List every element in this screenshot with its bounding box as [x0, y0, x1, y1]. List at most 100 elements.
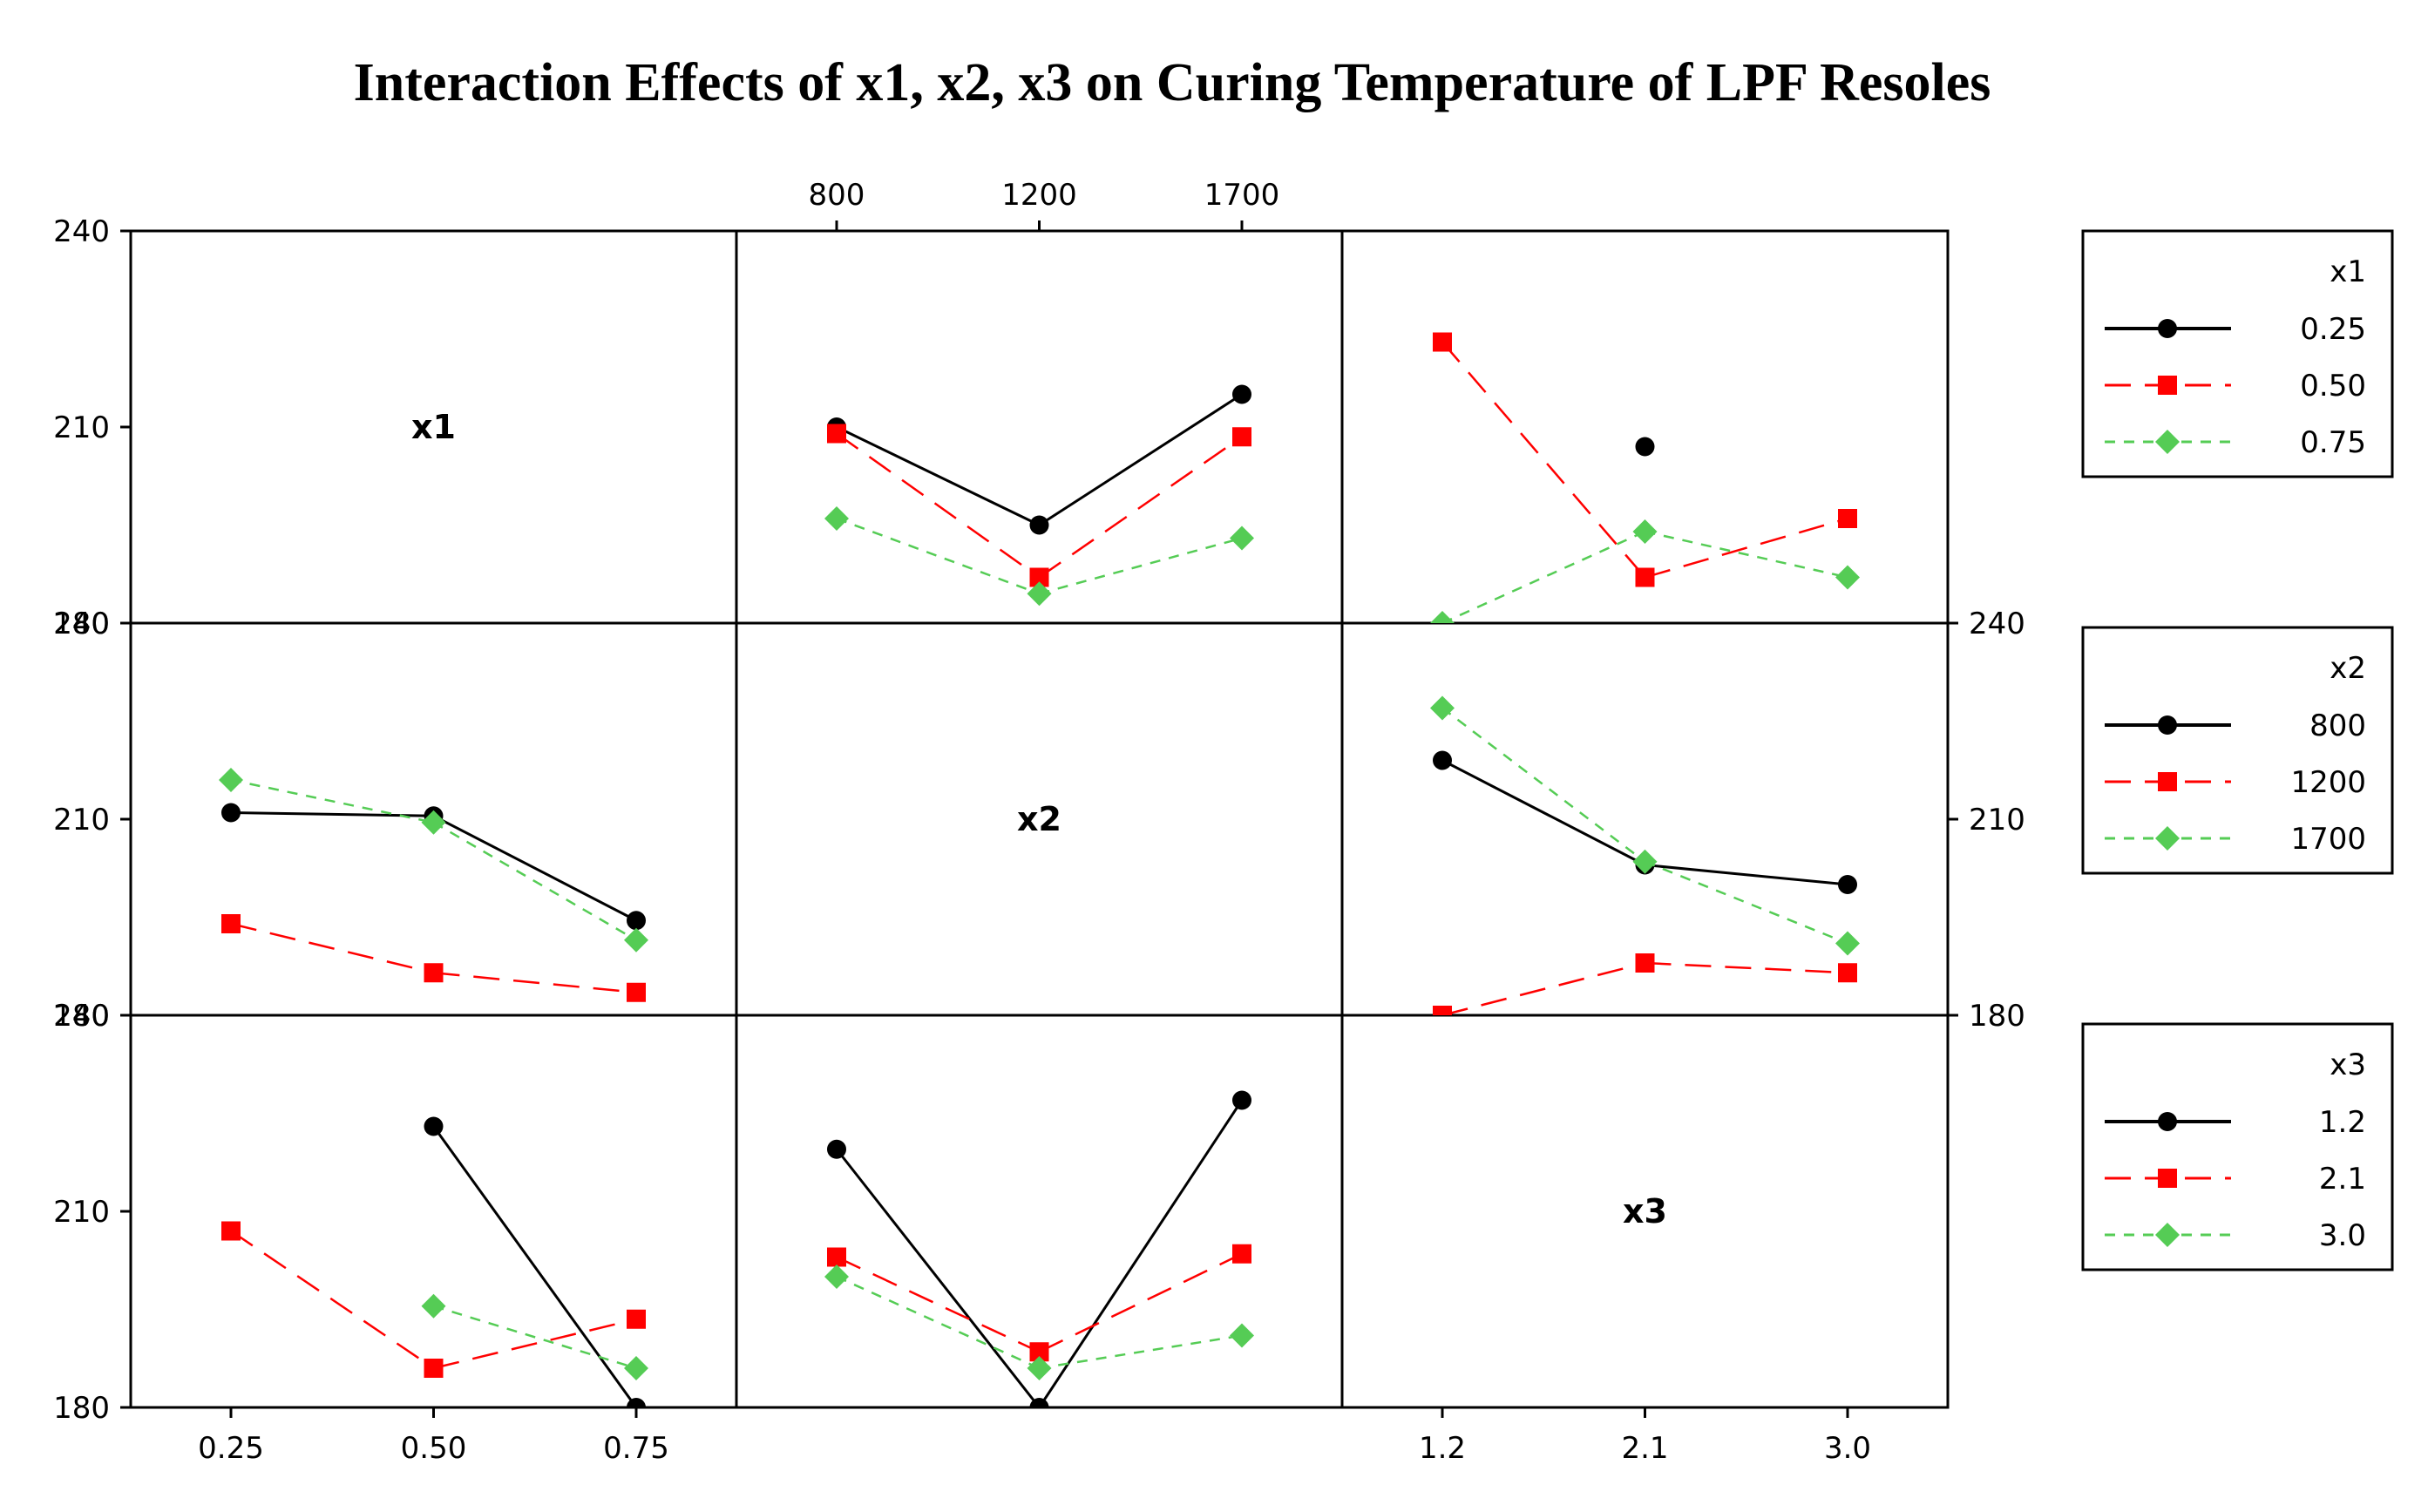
data-point-800	[221, 803, 241, 823]
data-point-0.75	[1632, 519, 1658, 544]
legend-label: 0.25	[2300, 312, 2366, 347]
legend-label: 0.75	[2300, 425, 2366, 460]
data-point-3.0	[1230, 1323, 1254, 1348]
data-point-0.75	[1027, 581, 1052, 607]
data-point-0.75	[1230, 525, 1254, 551]
series-line-1700	[1441, 707, 1646, 863]
legend-x2: x2 800 1200 1700	[2081, 626, 2394, 875]
data-point-0.50	[827, 424, 846, 444]
series-line-800	[1441, 759, 1646, 866]
series-line-1700	[1645, 860, 1848, 945]
data-point-3.0	[624, 1356, 648, 1380]
legend-marker	[2158, 715, 2177, 735]
legend-label: 1700	[2290, 822, 2366, 857]
data-point-2.1	[1232, 1244, 1251, 1264]
x-tick-label: 0.75	[603, 1431, 669, 1466]
y-tick-label: 210	[53, 803, 110, 837]
y-tick-label: 180	[53, 607, 110, 641]
series-line-0.75	[1645, 530, 1848, 579]
data-point-0.75	[824, 506, 849, 531]
data-point-3.0	[421, 1293, 446, 1319]
y-tick-label: 210	[53, 410, 110, 445]
series-line-1200	[1645, 961, 1848, 974]
data-point-1200	[1838, 963, 1857, 983]
data-point-800	[627, 911, 646, 931]
y-tick-label: 180	[1969, 999, 2025, 1034]
data-point-0.25	[1232, 384, 1251, 404]
legend-marker	[2158, 1169, 2177, 1188]
y-tick-label: 210	[53, 1195, 110, 1230]
legend-title: x3	[2330, 1048, 2366, 1082]
series-line-3.0	[836, 1275, 1041, 1370]
legend-box	[2081, 626, 2394, 875]
legend-marker	[2155, 826, 2180, 851]
data-point-1700	[219, 768, 243, 792]
series-line-2.1	[836, 1256, 1041, 1353]
data-point-0.75	[1430, 611, 1455, 623]
y-tick-label: 180	[53, 1391, 110, 1426]
x-tick-label: 1.2	[1419, 1431, 1466, 1466]
panel-x2-by-x1	[824, 384, 1254, 607]
factor-label-x1: x1	[411, 408, 456, 446]
data-point-1700	[1632, 849, 1658, 874]
legend-marker	[2155, 1223, 2180, 1247]
panel-x3-by-x2	[1430, 695, 1860, 1015]
legend-label: 3.0	[2319, 1218, 2366, 1253]
data-point-1.2	[424, 1116, 444, 1136]
x-tick-label: 1700	[1204, 178, 1280, 213]
series-line-0.75	[1039, 537, 1243, 595]
data-point-2.1	[221, 1221, 241, 1241]
legend-label: 800	[2309, 709, 2366, 743]
series-line-1200	[1441, 961, 1645, 1015]
factor-label-x3: x3	[1623, 1192, 1667, 1231]
series-line-0.50	[1441, 341, 1646, 579]
data-point-2.1	[1029, 1342, 1049, 1362]
data-point-0.25	[1635, 437, 1655, 457]
data-point-0.75	[1835, 565, 1860, 590]
data-point-0.50	[1029, 567, 1049, 587]
x-tick-label: 0.50	[401, 1431, 467, 1466]
data-point-1700	[1430, 695, 1455, 721]
data-point-2.1	[827, 1247, 846, 1267]
series-line-1.2	[835, 1148, 1041, 1407]
data-point-1700	[421, 810, 446, 835]
series-line-2.1	[230, 1230, 435, 1370]
data-point-1.2	[827, 1139, 846, 1159]
series-line-1.2	[432, 1125, 638, 1407]
series-line-800	[1645, 864, 1848, 886]
series-line-1.2	[1038, 1099, 1244, 1407]
data-point-1700	[1835, 931, 1860, 956]
data-point-2.1	[627, 1309, 646, 1329]
y-tick-label: 240	[53, 999, 110, 1034]
data-point-0.25	[1029, 515, 1049, 535]
data-point-1200	[627, 982, 646, 1002]
series-line-0.25	[836, 425, 1041, 526]
legend-label: 1200	[2290, 765, 2366, 800]
y-tick-label: 240	[53, 214, 110, 249]
legend-marker	[2158, 376, 2177, 395]
data-point-3.0	[1027, 1356, 1052, 1380]
series-line-3.0	[1039, 1334, 1243, 1370]
data-point-2.1	[424, 1359, 444, 1378]
series-line-0.50	[1038, 436, 1243, 579]
legend-label: 1.2	[2319, 1105, 2366, 1140]
x-tick-label: 0.25	[198, 1431, 264, 1466]
legend-marker	[2158, 319, 2177, 338]
data-point-0.50	[1232, 427, 1251, 447]
y-tick-label: 240	[1969, 607, 2025, 641]
legend-label: 0.50	[2300, 369, 2366, 403]
y-tick-label: 240	[53, 607, 110, 641]
series-line-0.50	[1645, 517, 1848, 579]
legend-x1: x1 0.25 0.50 0.75	[2081, 229, 2394, 478]
legend-marker	[2158, 1112, 2177, 1131]
series-line-800	[432, 814, 637, 922]
legend-box	[2081, 229, 2394, 478]
data-point-1.2	[1029, 1398, 1049, 1407]
series-line-2.1	[1038, 1252, 1243, 1353]
legend-marker	[2155, 430, 2180, 454]
data-point-0.50	[1838, 509, 1857, 528]
series-line-3.0	[433, 1305, 637, 1370]
series-line-2.1	[433, 1318, 637, 1370]
x-tick-label: 3.0	[1824, 1431, 1871, 1466]
